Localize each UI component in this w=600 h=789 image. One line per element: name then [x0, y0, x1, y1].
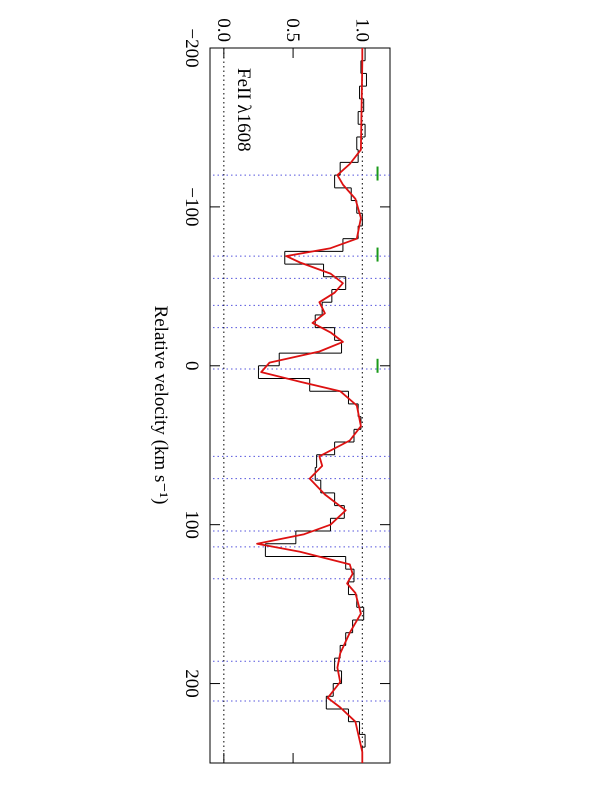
x-tick-label: −100 [181, 187, 202, 226]
y-tick-label: 0.5 [282, 18, 303, 42]
x-tick-label: 100 [181, 510, 202, 539]
x-tick-label: 0 [181, 361, 202, 371]
y-tick-label: 1.0 [351, 18, 372, 42]
plot-frame [209, 47, 391, 764]
x-tick-label: 200 [181, 669, 202, 698]
model-line [256, 48, 364, 763]
x-tick-label: −200 [181, 28, 202, 67]
y-tick-label: 0.0 [213, 18, 234, 42]
x-axis-label: Relative velocity (km s⁻¹) [150, 306, 171, 505]
rotated-plot: Relative velocity (km s⁻¹) FeII λ1608 −2… [150, 18, 391, 764]
annotation: FeII λ1608 [233, 68, 254, 152]
